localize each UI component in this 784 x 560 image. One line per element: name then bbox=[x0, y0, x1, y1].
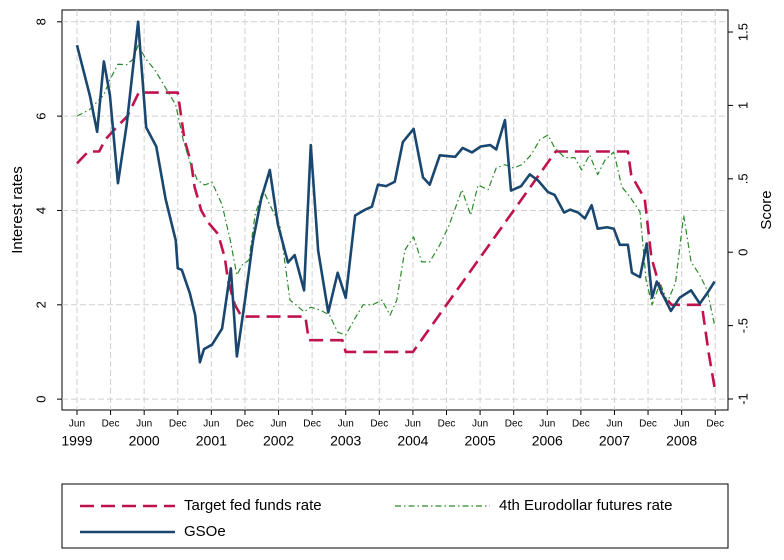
y2-tick-label: 0 bbox=[735, 249, 750, 256]
x-tick-label: Jun bbox=[136, 419, 152, 430]
legend-box bbox=[61, 483, 729, 549]
y-tick-label: 2 bbox=[33, 301, 48, 308]
x-tick-label: Dec bbox=[102, 419, 120, 430]
x-tick-label: Jun bbox=[674, 419, 690, 430]
x-year-label: 2008 bbox=[666, 433, 697, 449]
x-year-label: 2003 bbox=[330, 433, 361, 449]
x-year-label: 2006 bbox=[532, 433, 563, 449]
legend-label: GSOe bbox=[184, 523, 226, 540]
x-year-label: 2005 bbox=[465, 433, 496, 449]
x-tick-label: Jun bbox=[539, 419, 555, 430]
y-tick-label: 4 bbox=[33, 207, 48, 214]
x-year-label: 1999 bbox=[61, 433, 92, 449]
y2-tick-label: .5 bbox=[735, 173, 750, 184]
x-tick-label: Dec bbox=[572, 419, 590, 430]
y2-tick-label: -.5 bbox=[735, 318, 750, 333]
x-tick-label: Jun bbox=[270, 419, 286, 430]
x-tick-label: Dec bbox=[370, 419, 388, 430]
x-year-label: 2002 bbox=[263, 433, 294, 449]
legend-label: Target fed funds rate bbox=[184, 497, 322, 514]
y2-axis-title: Score bbox=[758, 190, 775, 229]
x-tick-label: Dec bbox=[169, 419, 187, 430]
y-axis-title: Interest rates bbox=[9, 166, 26, 254]
y-tick-label: 6 bbox=[33, 113, 48, 120]
series-line bbox=[76, 44, 716, 336]
y2-tick-label: 1 bbox=[735, 102, 750, 109]
series-line bbox=[76, 91, 716, 388]
y-tick-label: 0 bbox=[33, 396, 48, 403]
legend-label: 4th Eurodollar futures rate bbox=[499, 497, 672, 514]
series-line bbox=[75, 20, 716, 364]
x-tick-label: Jun bbox=[338, 419, 354, 430]
x-year-label: 2007 bbox=[599, 433, 630, 449]
x-tick-label: Jun bbox=[405, 419, 421, 430]
x-tick-label: Jun bbox=[606, 419, 622, 430]
y-tick-label: 8 bbox=[33, 18, 48, 25]
x-tick-label: Dec bbox=[706, 419, 724, 430]
x-tick-label: Dec bbox=[303, 419, 321, 430]
x-tick-label: Jun bbox=[472, 419, 488, 430]
x-tick-label: Dec bbox=[639, 419, 657, 430]
x-year-label: 2004 bbox=[397, 433, 428, 449]
y2-tick-label: 1.5 bbox=[735, 23, 750, 41]
x-tick-label: Dec bbox=[438, 419, 456, 430]
x-tick-label: Jun bbox=[69, 419, 85, 430]
y2-tick-label: -1 bbox=[735, 393, 750, 405]
x-year-label: 2000 bbox=[129, 433, 160, 449]
x-tick-label: Jun bbox=[203, 419, 219, 430]
x-year-label: 2001 bbox=[196, 433, 227, 449]
x-tick-label: Dec bbox=[505, 419, 523, 430]
x-tick-label: Dec bbox=[236, 419, 254, 430]
